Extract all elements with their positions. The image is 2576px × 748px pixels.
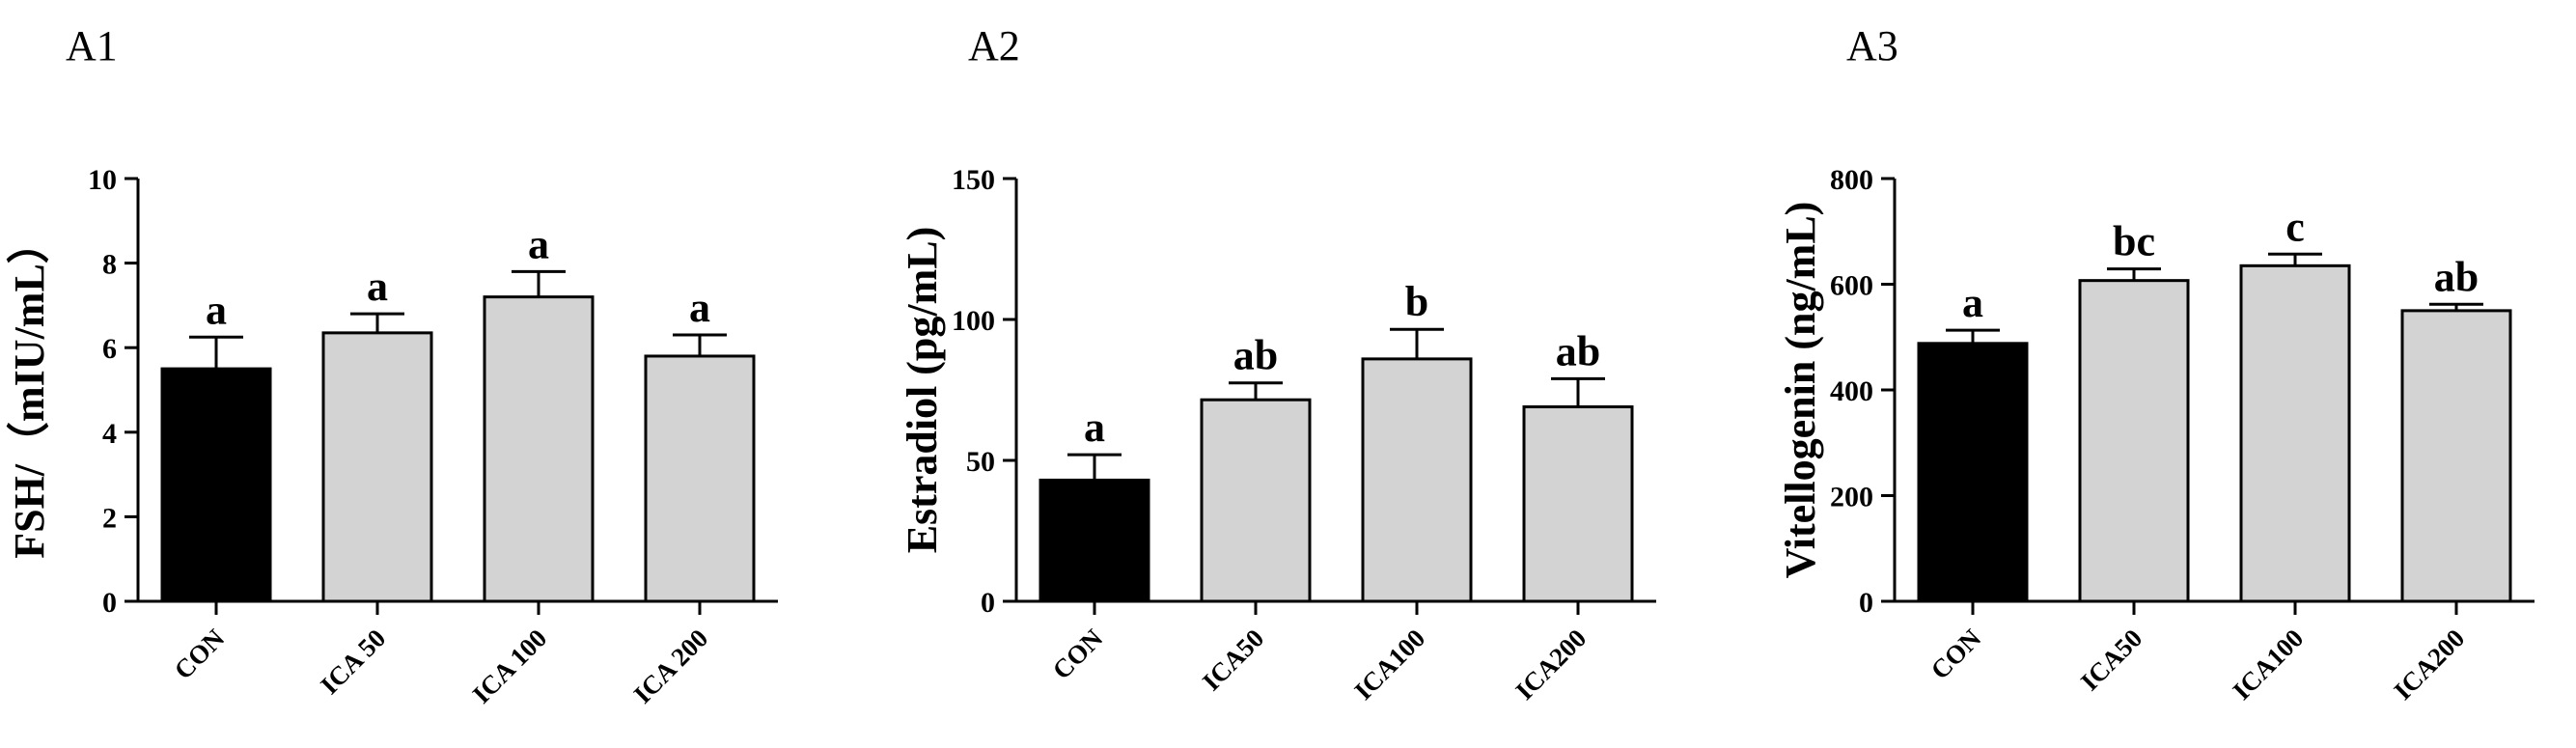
x-tick-label: CON [169,623,231,685]
y-tick-label: 8 [102,249,117,281]
significance-label: a [528,220,549,267]
bar-ica50 [2078,279,2190,603]
x-tick-label: ICA 50 [315,623,391,700]
bar-ica-200 [644,354,756,603]
significance-label: c [2285,203,2305,250]
significance-label: a [1962,279,1983,326]
panel-label: A3 [1846,22,1898,69]
x-tick-label: ICA50 [1197,623,1269,696]
bar-ica-50 [321,331,433,603]
x-tick-label: ICA100 [2227,623,2309,706]
y-axis-label: Estradiol (pg/mL) [899,227,946,554]
y-tick-label: 800 [1830,164,1873,196]
significance-label: b [1405,278,1428,325]
y-tick-label: 50 [966,446,995,478]
y-tick-label: 200 [1830,482,1873,513]
bar-con [160,367,272,603]
significance-label: bc [2113,218,2155,265]
chart-panel-a3: A3 Vitellogenin (ng/mL) 0 200 400 600 800 a CON b… [1777,22,2534,706]
significance-label: a [367,263,388,310]
bar-ica100 [2239,263,2351,603]
chart-panel-a1: A1 FSH/（mIU/mL） 0 2 4 6 8 10 a CON a ICA 50 a ICA 100… [6,22,778,709]
y-tick-label: 2 [102,502,117,534]
bar-ica50 [1200,398,1312,603]
bar-ica-100 [483,295,595,603]
chart-panel-a2: A2 Estradiol (pg/mL) 0 50 100 150 a CON ab ICA50 b… [899,22,1656,706]
bar-ica200 [1522,405,1634,603]
x-tick-label: ICA100 [1348,623,1430,706]
significance-label: ab [2434,253,2479,300]
bar-ica100 [1361,357,1473,603]
y-tick-label: 0 [102,587,117,619]
significance-label: ab [1556,327,1600,374]
x-tick-label: CON [1047,623,1109,685]
y-tick-label: 0 [1859,587,1873,619]
x-tick-label: CON [1925,623,1987,685]
y-tick-label: 4 [102,418,117,450]
significance-label: a [206,286,227,333]
significance-label: a [689,284,710,331]
panel-label: A1 [66,22,118,69]
y-tick-label: 10 [88,164,117,196]
y-tick-label: 100 [952,305,995,337]
x-tick-label: ICA 100 [467,623,553,709]
x-tick-label: ICA200 [2388,623,2470,706]
y-tick-label: 400 [1830,375,1873,407]
y-tick-label: 0 [981,587,995,619]
panel-label: A2 [968,22,1020,69]
x-tick-label: ICA50 [2075,623,2147,696]
bar-ica200 [2400,309,2512,603]
y-tick-label: 600 [1830,270,1873,302]
y-axis-label: FSH/（mIU/mL） [6,221,53,559]
y-tick-label: 6 [102,333,117,365]
x-tick-label: ICA 200 [628,623,714,709]
y-tick-label: 150 [952,164,995,196]
significance-label: a [1084,403,1105,451]
x-tick-label: ICA200 [1510,623,1592,706]
bar-con [1039,478,1150,603]
significance-label: ab [1233,332,1278,379]
y-axis-label: Vitellogenin (ng/mL) [1777,202,1824,579]
bar-con [1917,342,2029,603]
